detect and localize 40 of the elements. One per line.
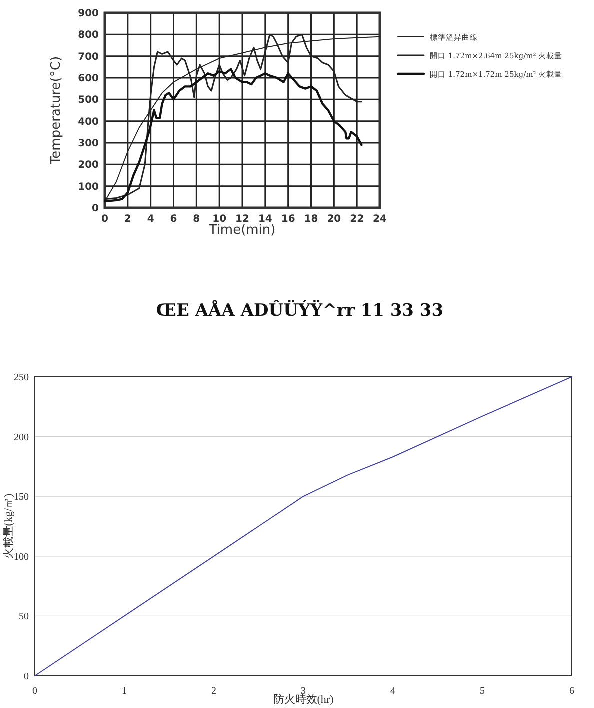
x-tick-label: 4 — [147, 214, 154, 225]
y-tick-label: 50 — [19, 612, 29, 623]
x-tick-label: 8 — [193, 214, 200, 225]
y-tick-label: 200 — [78, 160, 100, 172]
x-axis-title: 防火時效(hr) — [273, 693, 334, 706]
x-tick-label: 0 — [102, 214, 109, 225]
x-tick-label: 1 — [122, 686, 127, 697]
y-tick-label: 0 — [92, 204, 100, 214]
y-tick-label: 600 — [78, 74, 100, 84]
y-tick-label: 100 — [78, 182, 100, 193]
y-tick-label: 200 — [14, 432, 29, 444]
y-axis-title: Temperature(°C) — [49, 56, 64, 166]
x-tick-label: 16 — [281, 214, 296, 225]
y-tick-label: 700 — [78, 52, 100, 63]
x-tick-label: 6 — [570, 686, 574, 697]
text: ŒE AÅA ADÛÜÝŸ^rr 11 33 33 — [156, 300, 444, 321]
x-tick-label: 12 — [236, 214, 250, 225]
x-tick-label: 22 — [350, 214, 364, 225]
y-axis-title: 火載量(kg/㎡) — [2, 493, 15, 560]
y-tick-label: 250 — [14, 372, 29, 384]
x-tick-label: 2 — [212, 686, 216, 697]
x-tick-label: 6 — [170, 214, 178, 225]
y-tick-label: 150 — [14, 492, 29, 504]
y-tick-label: 400 — [78, 116, 100, 128]
x-tick-label: 0 — [32, 686, 38, 697]
y-tick-label: 800 — [78, 30, 100, 42]
y-tick-label: 0 — [24, 672, 29, 682]
x-tick-label: 5 — [480, 686, 485, 697]
x-tick-label: 2 — [124, 214, 132, 225]
x-axis-title: Time(min) — [208, 223, 276, 238]
y-tick-label: 300 — [78, 138, 100, 150]
y-tick-label: 500 — [78, 95, 100, 106]
x-tick-label: 18 — [304, 214, 318, 225]
x-tick-label: 14 — [258, 214, 272, 225]
y-tick-label: 100 — [14, 552, 29, 563]
x-tick-label: 20 — [327, 214, 342, 225]
x-tick-label: 24 — [373, 214, 387, 225]
x-tick-label: 4 — [390, 686, 396, 697]
x-tick-label: 10 — [212, 214, 227, 225]
y-tick-label: 900 — [78, 8, 100, 20]
